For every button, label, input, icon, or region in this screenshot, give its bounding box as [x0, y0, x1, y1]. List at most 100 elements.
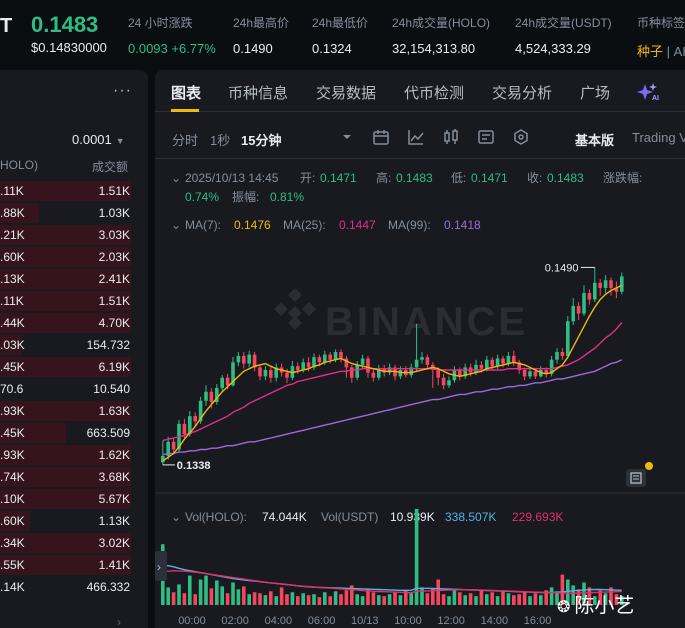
ask-row[interactable]: .14K 466.332	[0, 576, 148, 598]
ask-amount: .88K	[0, 206, 25, 220]
interval-1s[interactable]: 1秒	[210, 133, 231, 148]
tab-trade-analysis[interactable]: 交易分析	[492, 85, 553, 102]
depth-bar	[0, 203, 40, 223]
note-icon[interactable]	[626, 462, 653, 487]
ticker-price: 0.1483	[31, 12, 99, 37]
ask-row[interactable]: 70.6 10.540	[0, 378, 148, 400]
candle	[447, 376, 451, 388]
volume-ma-lines	[162, 564, 622, 594]
ask-row[interactable]: .10K 5.67K	[0, 488, 148, 510]
ask-row[interactable]: .55K 1.41K	[0, 554, 148, 576]
volume-bar	[279, 587, 284, 605]
coin-tag[interactable]: 种子 | AI	[637, 41, 685, 60]
candle	[371, 368, 376, 382]
info-close: 0.1483	[547, 171, 584, 185]
ask-row[interactable]: .88K 1.03K	[0, 202, 148, 224]
ask-row[interactable]: .21K 3.03K	[0, 224, 148, 246]
ask-amount: .11K	[0, 184, 24, 198]
stat-24h-high: 24h最高价 0.1490	[233, 14, 289, 56]
ma-lines	[162, 284, 623, 462]
chart-area[interactable]: BINANCE ⌄ 2025/10/13 14:45 开: 0.1471 高: …	[155, 158, 685, 628]
volume-bar	[404, 590, 408, 605]
volume-bar	[593, 596, 597, 605]
ask-row[interactable]: .13K 2.41K	[0, 268, 148, 290]
vol-usdt-label: Vol(USDT)	[321, 510, 378, 524]
volume-bar	[339, 594, 343, 605]
settings-hex-icon[interactable]	[512, 128, 530, 146]
tab-token-check[interactable]: 代币检测	[404, 85, 465, 102]
ask-row[interactable]: .74K 3.68K	[0, 466, 148, 488]
depth-bar	[0, 269, 131, 289]
layout-icon[interactable]	[477, 128, 495, 146]
candlestick-chart[interactable]: BINANCE ⌄ 2025/10/13 14:45 开: 0.1471 高: …	[155, 159, 685, 628]
ask-row[interactable]: .34K 3.02K	[0, 532, 148, 554]
volume-bar	[204, 575, 208, 605]
tag-ai[interactable]: | AI	[666, 44, 685, 59]
candle-body	[485, 359, 489, 369]
candle	[220, 375, 224, 392]
candle	[339, 349, 343, 363]
scroll-left-button[interactable]: ›	[155, 551, 167, 581]
tradingview-toggle[interactable]: Trading View	[632, 130, 685, 145]
ask-row[interactable]: .11K 1.51K	[0, 180, 148, 202]
author-name: 陈小艺	[574, 595, 635, 617]
candle-body	[479, 364, 484, 369]
candle	[431, 362, 435, 388]
ask-row[interactable]: .45K 663.509	[0, 422, 148, 444]
ask-row[interactable]: .11K 1.51K	[0, 290, 148, 312]
volume-bar	[193, 594, 197, 605]
volume-bar	[393, 592, 397, 605]
stat-value: 0.0093 +6.77%	[128, 41, 216, 56]
chevron-right-icon[interactable]: ›	[117, 615, 121, 628]
volume-bar	[382, 596, 386, 605]
interval-dropdown-icon[interactable]	[338, 128, 356, 146]
volume-bar	[587, 587, 592, 605]
candle-body	[576, 305, 581, 314]
volume-bar	[247, 594, 251, 605]
indicator-icon[interactable]	[407, 128, 425, 146]
volume-bar	[598, 590, 602, 605]
ai-sparkle-icon[interactable]: AI	[637, 82, 659, 102]
tab-square[interactable]: 广场	[580, 85, 611, 102]
candle	[425, 354, 430, 369]
time-tick-label: 04:00	[265, 615, 293, 627]
tag-seed[interactable]: 种子	[637, 44, 664, 59]
calendar-icon[interactable]	[372, 128, 390, 146]
ask-row[interactable]: .03K 154.732	[0, 334, 148, 356]
candle-body	[247, 354, 251, 364]
tab-chart[interactable]: 图表	[171, 85, 202, 102]
precision-select[interactable]: 0.0001 ▼	[72, 132, 125, 147]
volume-bar	[506, 593, 511, 605]
candle	[393, 364, 397, 381]
basic-view-toggle[interactable]: 基本版	[575, 133, 615, 148]
interval-15m[interactable]: 15分钟	[241, 133, 282, 148]
collapse-chevron-icon: ⌄	[171, 510, 181, 524]
volume-bar	[306, 595, 311, 605]
candle	[620, 272, 624, 295]
ask-row[interactable]: .60K 1.13K	[0, 510, 148, 532]
time-tick-label: 12:00	[437, 615, 465, 627]
tab-coin-info[interactable]: 币种信息	[228, 85, 289, 102]
more-options-icon[interactable]: ···	[113, 82, 132, 99]
info-change-label: 涨跌幅:	[603, 170, 642, 185]
info-high-label: 高:	[376, 170, 391, 185]
volume-bar	[296, 596, 300, 605]
ask-row[interactable]: .93K 1.63K	[0, 400, 148, 422]
ask-row[interactable]: .45K 6.19K	[0, 356, 148, 378]
interval-timeline[interactable]: 分时	[172, 133, 199, 148]
ask-total: 1.51K	[98, 294, 130, 308]
candle	[236, 352, 241, 367]
ticker-symbol[interactable]: T	[0, 15, 13, 37]
time-tick-label: 10/13	[351, 615, 379, 627]
order-book: ··· 0.0001 ▼ HOLO) 成交额 .11K 1.51K .88K 1.03K…	[0, 70, 148, 628]
candle-style-icon[interactable]	[442, 128, 460, 146]
candle-body	[490, 359, 494, 367]
tab-trade-data[interactable]: 交易数据	[316, 85, 377, 102]
candle-body	[198, 400, 203, 422]
ask-total: 663.509	[86, 426, 130, 440]
ask-row[interactable]: .44K 4.70K	[0, 312, 148, 334]
candle-body	[252, 354, 257, 368]
ask-row[interactable]: .60K 2.03K	[0, 246, 148, 268]
candle	[290, 361, 295, 381]
ask-row[interactable]: .93K 1.62K	[0, 444, 148, 466]
